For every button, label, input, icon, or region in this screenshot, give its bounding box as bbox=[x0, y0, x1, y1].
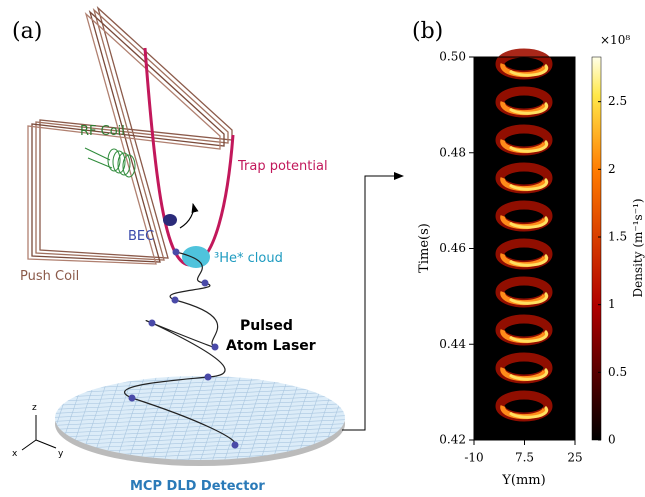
panel-label: (b) bbox=[412, 19, 443, 44]
figure: (a) RF Coil Trap potential BEC ³He* clou… bbox=[0, 0, 645, 497]
colorbar-tick-label: 1.5 bbox=[608, 229, 627, 243]
colorbar-tick-label: 1 bbox=[608, 297, 616, 311]
grid-line bbox=[40, 359, 360, 374]
grid-line bbox=[40, 355, 360, 370]
x-tick-label: 25 bbox=[567, 451, 582, 465]
y-tick-label: 0.42 bbox=[439, 433, 466, 447]
y-tick-label: 0.44 bbox=[439, 337, 466, 351]
colorbar-tick-label: 0 bbox=[608, 433, 616, 447]
x-tick-label: 7.5 bbox=[515, 451, 534, 465]
trap-label: Trap potential bbox=[237, 159, 328, 174]
bec bbox=[163, 214, 177, 226]
cloud-label: ³He* cloud bbox=[214, 251, 283, 266]
colorbar-tick-label: 0.5 bbox=[608, 365, 627, 379]
detector-label: MCP DLD Detector bbox=[130, 479, 265, 494]
axes-triad bbox=[22, 415, 56, 450]
colorbar-tick-label: 2 bbox=[608, 162, 616, 176]
colorbar-tick-label: 2.5 bbox=[608, 94, 627, 108]
push-coil bbox=[28, 8, 232, 264]
arrow bbox=[180, 204, 193, 228]
grid-line bbox=[0, 360, 30, 480]
colorbar bbox=[592, 57, 601, 440]
axis-x: x bbox=[12, 449, 18, 459]
rf-coil-label: RF Coil bbox=[80, 124, 125, 139]
y-tick-label: 0.48 bbox=[439, 145, 466, 159]
grid-line bbox=[40, 363, 360, 378]
x-axis-label: Y(mm) bbox=[501, 473, 545, 488]
y-tick-label: 0.46 bbox=[439, 241, 466, 255]
pulsed-label: Pulsed bbox=[240, 318, 293, 334]
y-axis-label: Time(s) bbox=[417, 223, 432, 273]
x-tick-label: -10 bbox=[464, 451, 483, 465]
colorbar-multiplier: ×10⁸ bbox=[600, 33, 630, 47]
colorbar-label: Density (m⁻¹s⁻¹) bbox=[631, 198, 645, 297]
bec-label: BEC bbox=[128, 229, 154, 244]
panel-label: (a) bbox=[12, 19, 42, 44]
grid-line bbox=[14, 360, 54, 480]
page: {"panel_a": {"label": "(a)", "rf_coil": … bbox=[0, 0, 645, 497]
link-arrow bbox=[342, 176, 403, 430]
push-coil-label: Push Coil bbox=[20, 269, 79, 284]
atom-laser-label: Atom Laser bbox=[226, 338, 316, 354]
cloud bbox=[182, 246, 210, 268]
axis-z: z bbox=[32, 403, 37, 413]
axis-y: y bbox=[58, 449, 64, 459]
y-tick-label: 0.50 bbox=[439, 50, 466, 64]
